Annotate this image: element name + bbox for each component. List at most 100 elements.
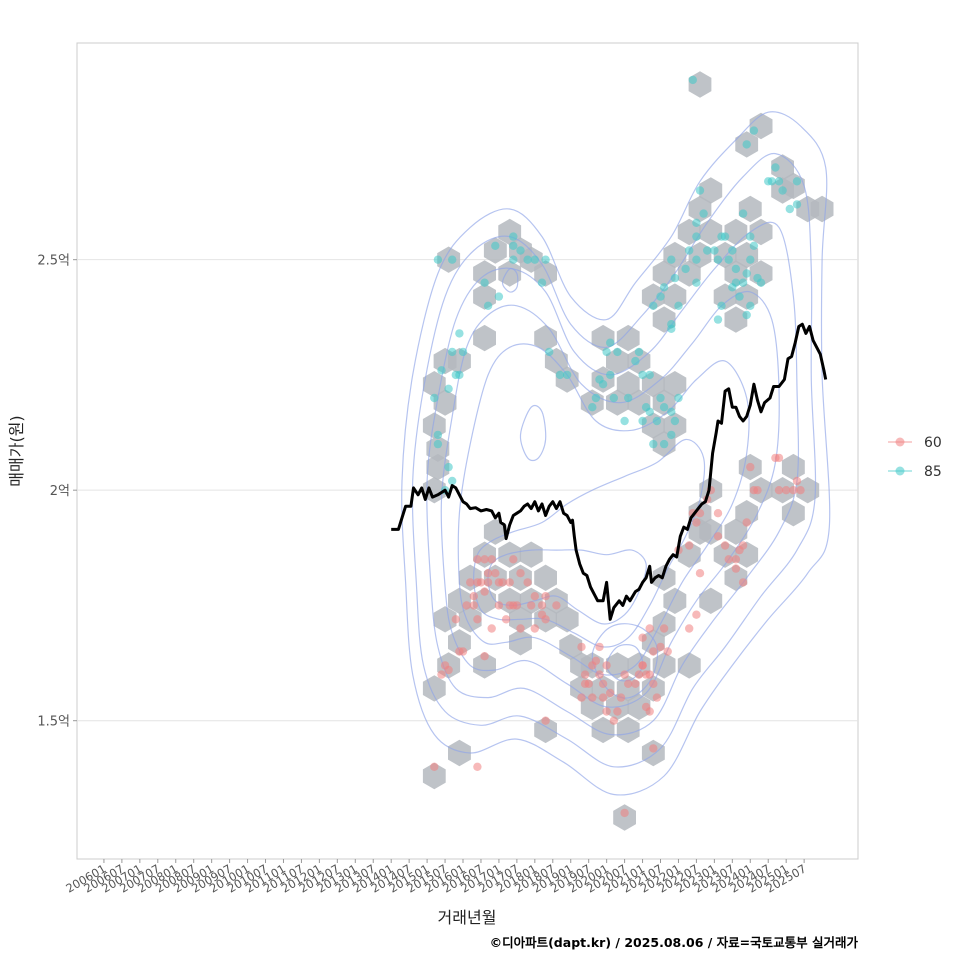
point-series-60 xyxy=(652,693,662,702)
point-series-85 xyxy=(713,315,723,324)
point-series-60 xyxy=(742,518,751,527)
point-series-85 xyxy=(746,232,755,241)
scatter-points xyxy=(430,75,805,818)
point-series-60 xyxy=(512,601,522,610)
point-series-60 xyxy=(616,693,626,702)
point-series-85 xyxy=(516,246,525,255)
y-tick-label: 2.5억 xyxy=(37,254,70,269)
point-series-60 xyxy=(483,578,493,587)
hexbin-cell xyxy=(448,739,471,767)
legend-label: 60 xyxy=(924,435,942,451)
point-series-85 xyxy=(638,370,647,380)
point-series-85 xyxy=(649,439,658,449)
hexbin-cell xyxy=(473,652,496,679)
point-series-85 xyxy=(649,301,658,310)
point-series-60 xyxy=(577,693,586,702)
point-series-60 xyxy=(649,744,658,753)
point-series-85 xyxy=(483,301,493,310)
point-series-85 xyxy=(746,255,755,264)
point-series-60 xyxy=(527,601,536,610)
point-series-60 xyxy=(501,615,511,624)
point-series-85 xyxy=(778,186,787,195)
point-series-60 xyxy=(473,615,482,624)
point-series-85 xyxy=(735,292,744,301)
hexbin-cell xyxy=(796,477,820,504)
point-series-60 xyxy=(620,670,629,679)
point-series-85 xyxy=(455,370,464,380)
point-series-60 xyxy=(541,615,550,624)
point-series-85 xyxy=(746,301,755,310)
point-series-85 xyxy=(670,273,680,283)
point-series-60 xyxy=(516,569,525,578)
point-series-85 xyxy=(792,200,802,209)
point-series-85 xyxy=(659,439,669,449)
x-axis: 2006012006072007012007072008012008072009… xyxy=(63,859,809,896)
point-series-60 xyxy=(595,670,604,679)
panel-background xyxy=(76,42,859,860)
point-series-85 xyxy=(433,439,443,449)
point-series-60 xyxy=(649,679,658,688)
point-series-60 xyxy=(713,532,723,541)
point-series-85 xyxy=(602,347,611,357)
point-series-60 xyxy=(552,601,561,610)
point-series-60 xyxy=(663,647,672,656)
point-series-85 xyxy=(509,241,518,250)
point-series-85 xyxy=(742,140,751,149)
point-series-85 xyxy=(656,393,665,403)
point-series-60 xyxy=(638,661,647,670)
point-series-60 xyxy=(641,702,651,712)
hexbin-cell xyxy=(652,564,676,591)
point-series-60 xyxy=(584,679,593,688)
point-series-60 xyxy=(505,578,514,587)
point-series-60 xyxy=(430,762,439,771)
hexbin-cell xyxy=(509,629,532,656)
point-series-85 xyxy=(555,370,565,380)
point-series-85 xyxy=(756,278,766,287)
hexbin-cell xyxy=(724,306,748,333)
hexbin-cell xyxy=(781,453,805,481)
point-series-85 xyxy=(444,462,453,472)
point-series-60 xyxy=(645,670,654,679)
density-contour xyxy=(519,404,547,462)
point-series-85 xyxy=(652,416,662,426)
point-series-85 xyxy=(792,177,802,186)
point-series-85 xyxy=(685,246,694,255)
point-series-85 xyxy=(692,255,701,264)
hexbin-cell xyxy=(580,693,604,721)
point-series-85 xyxy=(537,278,547,287)
point-series-85 xyxy=(713,255,723,264)
point-series-60 xyxy=(523,578,532,587)
point-series-85 xyxy=(738,278,748,287)
point-series-60 xyxy=(476,578,486,587)
point-series-60 xyxy=(753,486,762,495)
point-series-60 xyxy=(580,670,590,679)
point-series-60 xyxy=(724,555,733,564)
point-series-60 xyxy=(462,601,471,610)
density-contour xyxy=(411,152,817,768)
point-series-85 xyxy=(699,209,708,218)
density-contour xyxy=(473,438,706,648)
point-series-85 xyxy=(645,370,654,380)
point-series-85 xyxy=(717,301,726,310)
point-series-85 xyxy=(480,278,489,287)
point-series-60 xyxy=(609,716,618,725)
point-series-85 xyxy=(681,264,690,274)
hexbin-cell xyxy=(616,371,640,398)
legend-key-point xyxy=(895,437,905,447)
point-series-60 xyxy=(480,652,489,661)
density-contour xyxy=(501,267,519,293)
point-series-60 xyxy=(537,601,547,610)
point-series-85 xyxy=(667,255,676,264)
point-series-60 xyxy=(789,486,798,495)
point-series-60 xyxy=(731,555,741,564)
point-series-85 xyxy=(724,255,733,264)
hexbin-cell xyxy=(426,435,450,462)
point-series-60 xyxy=(713,509,723,518)
point-series-60 xyxy=(720,541,730,550)
hexbin-cell xyxy=(641,739,665,767)
hexbin-cell xyxy=(699,177,723,204)
point-series-85 xyxy=(767,177,776,186)
point-series-85 xyxy=(641,403,651,412)
point-series-85 xyxy=(695,186,705,195)
point-series-85 xyxy=(444,384,453,393)
